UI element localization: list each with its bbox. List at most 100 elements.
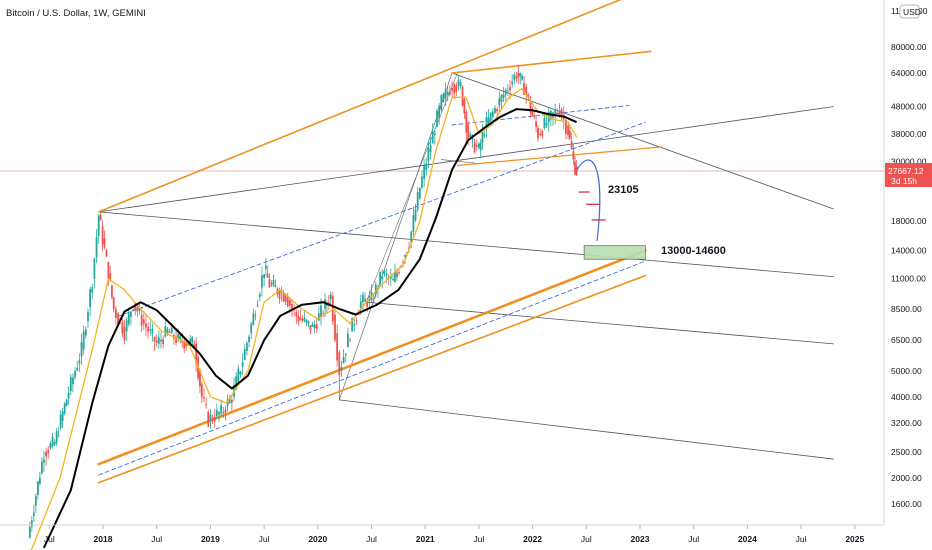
candle-body[interactable] <box>61 411 64 421</box>
candle-body[interactable] <box>457 79 460 86</box>
candle-body[interactable] <box>261 275 263 288</box>
candle-body[interactable] <box>63 403 66 414</box>
candle-body[interactable] <box>567 125 569 136</box>
candle-body[interactable] <box>416 192 419 210</box>
candle-body[interactable] <box>28 527 31 538</box>
candle-body[interactable] <box>459 82 462 87</box>
candle-body[interactable] <box>531 109 534 116</box>
candle-body[interactable] <box>125 320 128 332</box>
candle-body[interactable] <box>153 337 156 342</box>
candle-body[interactable] <box>366 301 369 307</box>
candle-body[interactable] <box>72 377 74 385</box>
candle-body[interactable] <box>177 333 180 339</box>
candle-body[interactable] <box>101 226 104 245</box>
candle-body[interactable] <box>305 319 308 323</box>
candle-body[interactable] <box>374 284 377 295</box>
candle-body[interactable] <box>379 271 381 284</box>
candle-body[interactable] <box>385 273 388 276</box>
candle-body[interactable] <box>218 412 220 415</box>
candle-body[interactable] <box>151 329 154 334</box>
candle-body[interactable] <box>107 261 110 281</box>
candle-body[interactable] <box>489 112 492 121</box>
candle-body[interactable] <box>479 142 482 151</box>
candle-body[interactable] <box>209 414 212 420</box>
candle-body[interactable] <box>533 115 536 118</box>
candle-body[interactable] <box>55 431 58 443</box>
candle-body[interactable] <box>535 121 537 127</box>
candle-body[interactable] <box>572 151 575 160</box>
candle-body[interactable] <box>362 294 364 303</box>
candle-body[interactable] <box>147 326 150 332</box>
candle-body[interactable] <box>213 417 216 422</box>
candle-body[interactable] <box>288 299 291 306</box>
candle-body[interactable] <box>467 124 470 140</box>
candle-body[interactable] <box>331 295 334 322</box>
candle-body[interactable] <box>82 331 85 350</box>
candle-body[interactable] <box>222 412 225 413</box>
candle-body[interactable] <box>329 294 332 300</box>
candle-body[interactable] <box>80 342 83 357</box>
candle-body[interactable] <box>145 323 147 328</box>
candle-body[interactable] <box>444 89 447 99</box>
candle-body[interactable] <box>93 258 96 279</box>
candle-body[interactable] <box>263 274 265 279</box>
candle-body[interactable] <box>309 325 312 331</box>
candle-body[interactable] <box>511 81 514 84</box>
candle-body[interactable] <box>254 314 257 316</box>
candle-body[interactable] <box>45 451 47 457</box>
candle-body[interactable] <box>78 360 81 364</box>
candle-body[interactable] <box>398 272 400 274</box>
candle-body[interactable] <box>414 209 417 221</box>
candle-body[interactable] <box>205 404 208 406</box>
candle-body[interactable] <box>498 98 501 106</box>
candle-body[interactable] <box>485 117 488 128</box>
candle-body[interactable] <box>109 273 112 281</box>
candle-body[interactable] <box>574 161 576 175</box>
candle-body[interactable] <box>157 337 160 344</box>
candle-body[interactable] <box>311 324 314 327</box>
candle-body[interactable] <box>41 461 43 474</box>
candle-body[interactable] <box>250 323 253 334</box>
candle-body[interactable] <box>509 87 511 91</box>
candle-body[interactable] <box>506 90 509 92</box>
candle-body[interactable] <box>465 111 468 133</box>
candle-body[interactable] <box>412 215 415 232</box>
candle-body[interactable] <box>575 166 578 176</box>
candle-body[interactable] <box>57 435 60 436</box>
candle-body[interactable] <box>353 324 356 326</box>
candle-body[interactable] <box>336 333 339 361</box>
candle-body[interactable] <box>521 75 524 80</box>
candle-body[interactable] <box>389 276 392 279</box>
candle-body[interactable] <box>142 319 145 324</box>
candle-body[interactable] <box>30 520 33 527</box>
candle-body[interactable] <box>381 276 384 279</box>
candle-body[interactable] <box>179 335 182 341</box>
candle-body[interactable] <box>494 107 496 113</box>
candle-body[interactable] <box>515 76 518 79</box>
candle-body[interactable] <box>297 315 300 322</box>
candle-body[interactable] <box>99 214 102 221</box>
candle-body[interactable] <box>478 143 480 148</box>
candle-body[interactable] <box>114 308 117 318</box>
candle-body[interactable] <box>74 371 76 378</box>
candle-body[interactable] <box>160 339 162 342</box>
candle-body[interactable] <box>543 117 546 129</box>
candle-body[interactable] <box>195 343 198 364</box>
candle-body[interactable] <box>211 418 214 421</box>
candle-body[interactable] <box>170 327 173 334</box>
candle-body[interactable] <box>295 311 298 317</box>
candle-body[interactable] <box>392 278 394 281</box>
candle-body[interactable] <box>228 398 231 404</box>
candle-body[interactable] <box>541 131 544 137</box>
candle-body[interactable] <box>181 340 184 343</box>
candle-body[interactable] <box>103 238 106 248</box>
candle-body[interactable] <box>545 122 548 126</box>
candle-body[interactable] <box>291 303 293 309</box>
candle-body[interactable] <box>274 285 277 288</box>
candle-body[interactable] <box>175 336 177 343</box>
candle-body[interactable] <box>235 376 238 390</box>
candle-body[interactable] <box>132 309 134 311</box>
candle-body[interactable] <box>168 331 171 333</box>
candle-body[interactable] <box>570 141 573 149</box>
candle-body[interactable] <box>246 342 248 351</box>
